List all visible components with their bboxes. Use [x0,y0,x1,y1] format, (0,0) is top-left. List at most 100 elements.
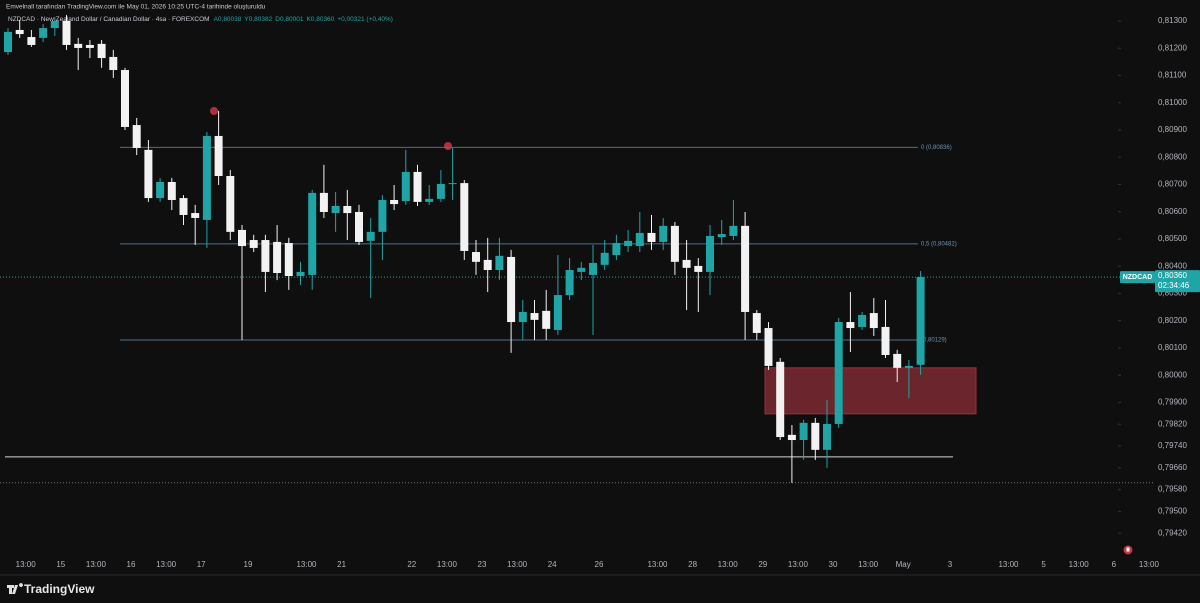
x-tick-label: 13:00 [156,560,177,569]
candle-body [694,265,703,272]
y-tick-label: 0,79820 [1158,419,1187,428]
y-tick-label: 0,81000 [1158,98,1187,107]
candle-body [273,241,282,274]
candle-body [448,183,457,185]
logo-text: TradingView [24,582,95,596]
candle-body [436,183,445,199]
candle-body [823,423,831,450]
x-tick-label: 13:00 [858,560,879,569]
symbol-line: NZDCAD · New Zealand Dollar / Canadian D… [8,16,393,23]
symbol-tag-text: NZDCAD [1123,274,1153,281]
y-tick-label: 0,80100 [1158,343,1187,352]
x-tick-label: 16 [127,560,136,569]
y-tick-label: 0,80200 [1158,316,1187,325]
x-tick-label: 13:00 [296,560,317,569]
candle-body [577,267,586,272]
y-tick-label: 0,79740 [1158,441,1187,450]
ohlc-low: D0,80001 [275,16,304,23]
x-tick-label: 6 [1112,560,1117,569]
candle-body [331,205,340,214]
y-tick-label: 0,79580 [1158,485,1187,494]
x-tick-label: 30 [829,560,838,569]
candle-body [39,28,48,38]
candle-body [62,20,71,45]
candle-body [401,171,410,202]
candle-body [600,252,609,265]
candle-body [869,313,878,329]
candle-body [764,328,773,366]
candle-body [121,70,129,127]
candle-body [15,29,24,35]
x-tick-label: 13:00 [788,560,809,569]
candle-body [916,277,925,365]
y-tick-label: 0,80400 [1158,261,1187,270]
ohlc-open: A0,80038 [214,16,242,23]
candle-body [308,192,317,275]
candle-body [226,176,235,232]
x-tick-label: 29 [758,560,767,569]
y-tick-label: 0,80000 [1158,370,1187,379]
x-tick-label: 13:00 [86,560,107,569]
ohlc-change: +0,00321 (+0,40%) [337,16,393,23]
x-tick-label: 17 [197,560,206,569]
author-line: Emvelnall tarafından TradingView.com ile… [6,4,266,11]
y-tick-label: 0,79900 [1158,398,1187,407]
y-tick-label: 0,79660 [1158,463,1187,472]
candle-body [904,365,913,368]
candle-body [542,310,551,329]
x-tick-label: 13:00 [998,560,1019,569]
x-tick-label: 13:00 [1069,560,1090,569]
candle-body [425,198,434,202]
y-tick-label: 0,79500 [1158,507,1187,516]
candle-body [834,322,843,424]
candle-body [659,225,668,242]
candle-body [109,56,118,71]
fib-label: (0,80129) [921,338,947,344]
alert-icon-glyph [1126,547,1130,552]
candle-body [319,192,328,212]
candle-body [261,240,270,272]
symbol-tag [1120,271,1155,284]
candle-body [378,199,387,232]
fib-label: 0 (0,80836) [921,145,952,151]
candle-body [530,313,539,320]
x-tick-label: May [896,560,911,569]
candle-body [776,361,785,438]
candle-body [132,125,141,148]
x-tick-label: 13:00 [507,560,528,569]
x-tick-label: 19 [244,560,253,569]
ohlc-high: Y0,80382 [244,16,272,23]
candle-body [156,182,165,199]
candle-body [144,149,153,199]
candle-body [612,243,621,256]
candle-body [858,314,867,327]
candle-body [460,183,469,251]
candle-body [97,43,106,59]
candle-body [355,211,363,242]
candle-body [238,229,246,247]
y-tick-label: 0,80700 [1158,180,1187,189]
x-tick-label: 15 [56,560,65,569]
candle-body [624,240,633,247]
candle-body [167,182,176,200]
candle-body [706,235,714,272]
candle-body [202,135,211,220]
y-tick-label: 0,80600 [1158,207,1187,216]
x-tick-label: 26 [595,560,604,569]
x-tick-label: 3 [948,560,953,569]
price-tag [1155,270,1200,293]
candle-body [799,422,808,441]
y-tick-label: 0,81100 [1158,71,1187,80]
ohlc-close: K0,80360 [306,16,334,23]
candle-body [589,262,597,275]
candle-body [752,313,761,333]
candle-body [647,232,656,242]
candle-body [179,198,188,215]
y-tick-label: 0,80900 [1158,125,1187,134]
candle-body [729,225,738,236]
x-tick-label: 13:00 [1139,560,1160,569]
candle-body [635,232,644,247]
